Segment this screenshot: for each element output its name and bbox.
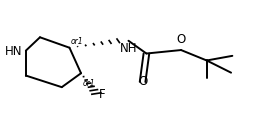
Text: O: O — [176, 33, 186, 46]
Text: NH: NH — [119, 41, 137, 54]
Text: HN: HN — [5, 45, 22, 58]
Text: O: O — [138, 74, 147, 87]
Text: or1: or1 — [82, 78, 95, 87]
Text: or1: or1 — [71, 36, 83, 45]
Text: F: F — [99, 87, 105, 100]
